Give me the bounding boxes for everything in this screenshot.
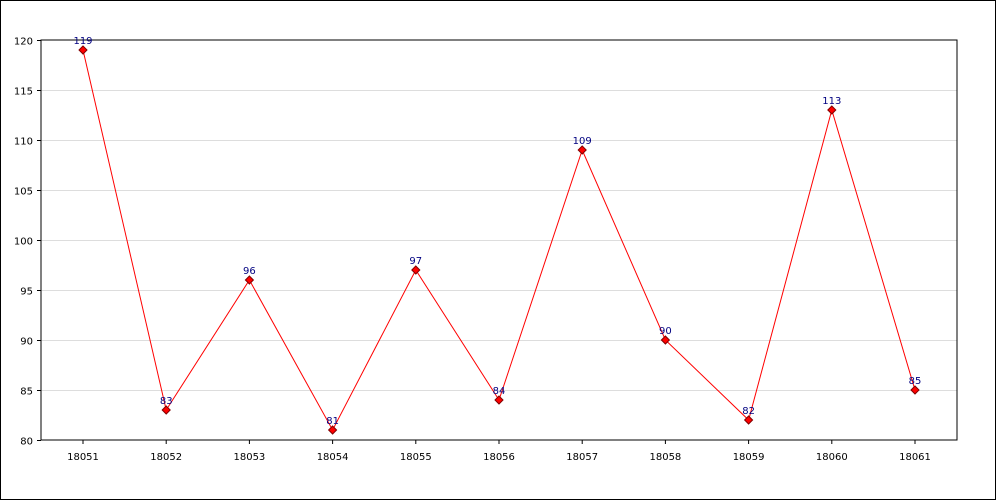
- data-point: [660, 335, 671, 345]
- x-tick-label: 18052: [150, 452, 182, 463]
- data-point: [161, 405, 171, 415]
- x-tick-label: 18060: [816, 452, 848, 463]
- data-point: [577, 145, 587, 155]
- y-tick-label: 105: [14, 187, 33, 198]
- data-point: [494, 395, 504, 405]
- y-tick-label: 115: [14, 87, 33, 98]
- data-label: 84: [493, 386, 506, 397]
- x-axis: 18051 18052 18053 18054 18055 18056 18057 18058…: [67, 440, 931, 463]
- data-label: 81: [326, 416, 339, 427]
- data-label: 90: [659, 326, 672, 337]
- data-point: [78, 45, 88, 55]
- data-labels: 119 83 96 81 97 84 109 90 82 113 85: [73, 36, 921, 427]
- x-tick-label: 18061: [899, 452, 931, 463]
- x-tick-label: 18057: [566, 452, 598, 463]
- data-label: 83: [160, 396, 173, 407]
- data-point: [244, 275, 255, 285]
- data-label: 119: [73, 36, 92, 47]
- x-tick-label: 18059: [733, 452, 765, 463]
- x-tick-label: 18055: [400, 452, 432, 463]
- x-tick-label: 18053: [233, 452, 265, 463]
- data-label: 82: [742, 406, 755, 417]
- data-point: [910, 385, 920, 395]
- data-point: [411, 265, 421, 275]
- y-tick-label: 100: [14, 237, 33, 248]
- y-tick-label: 95: [20, 287, 33, 298]
- grid-lines: [41, 90, 957, 391]
- y-tick-label: 110: [14, 137, 33, 148]
- y-tick-label: 90: [20, 337, 33, 348]
- data-label: 113: [822, 96, 841, 107]
- y-tick-label: 85: [20, 387, 33, 398]
- y-tick-label: 80: [20, 437, 33, 448]
- y-tick-label: 120: [14, 37, 33, 48]
- series-layer: [78, 45, 920, 435]
- x-tick-label: 18054: [317, 452, 349, 463]
- data-point: [743, 415, 754, 425]
- data-label: 85: [909, 376, 922, 387]
- data-label: 96: [243, 266, 256, 277]
- data-point: [327, 425, 338, 435]
- x-tick-label: 18058: [649, 452, 681, 463]
- x-tick-label: 18056: [483, 452, 515, 463]
- data-point: [827, 105, 837, 115]
- y-axis: 80 85 90 95 100 105 110 115 120: [14, 37, 41, 448]
- x-tick-label: 18051: [67, 452, 99, 463]
- data-label: 97: [409, 256, 422, 267]
- data-label: 109: [573, 136, 592, 147]
